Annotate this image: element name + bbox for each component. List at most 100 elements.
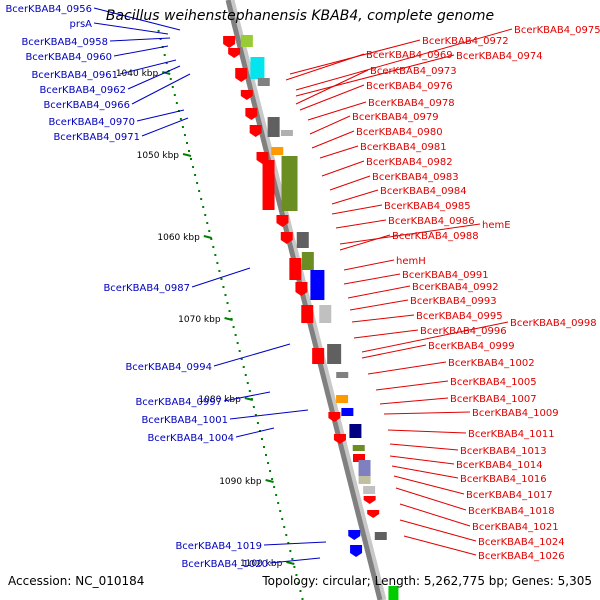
- right-BcerKBAB4_1013-leader: [389, 443, 459, 451]
- ruler-dot: [173, 94, 176, 96]
- right-BcerKBAB4_0991-label: BcerKBAB4_0991: [402, 270, 489, 281]
- ruler-tick: [286, 561, 295, 565]
- right-BcerKBAB4_1002-leader: [367, 361, 447, 375]
- ruler-dot: [262, 446, 265, 448]
- ruler-dot: [210, 238, 213, 240]
- left-prsA-label: prsA: [69, 19, 92, 30]
- right-BcerKBAB4_0998-leader: [361, 321, 509, 353]
- gene-1002-feature: [312, 348, 325, 364]
- ruler-dot: [185, 142, 188, 144]
- ruler-label: 1090 kbp: [219, 477, 262, 487]
- ruler-dot: [238, 350, 241, 352]
- right-BcerKBAB4_0978-leader: [307, 101, 367, 121]
- left-BcerKBAB4_0961-label: BcerKBAB4_0961: [31, 70, 118, 81]
- gene-0986-feature: [276, 215, 289, 227]
- ruler-dot: [159, 38, 162, 40]
- map-title: Bacillus weihenstephanensis KBAB4, compl…: [105, 8, 495, 24]
- right-BcerKBAB4_0985-label: BcerKBAB4_0985: [384, 201, 471, 212]
- hemE-feature: [280, 232, 293, 244]
- ruler-dot: [163, 54, 166, 56]
- ruler-dot: [289, 550, 292, 552]
- gene-0973-feature: [228, 48, 241, 58]
- ruler-dot: [275, 494, 278, 496]
- ruler-dot: [165, 62, 168, 64]
- right-BcerKBAB4_1007-label: BcerKBAB4_1007: [450, 394, 537, 405]
- right-BcerKBAB4_1024-leader: [399, 519, 477, 542]
- gene-1026-feature: [388, 586, 399, 600]
- ruler-dot: [265, 454, 268, 456]
- right-BcerKBAB4_0995-label: BcerKBAB4_0995: [416, 311, 503, 322]
- ruler-dot: [252, 406, 255, 408]
- ruler-label: 1080 kbp: [198, 395, 241, 405]
- ruler-dot: [240, 358, 243, 360]
- gene-0981b-feature: [280, 130, 293, 136]
- gene-0982-feature: [271, 147, 284, 155]
- ruler-dot: [226, 302, 229, 304]
- left-BcerKBAB4_0994-label: BcerKBAB4_0994: [125, 362, 212, 373]
- backbone-shadow: [229, 0, 387, 600]
- ruler-dot: [293, 566, 296, 568]
- right-hemH-leader: [343, 259, 395, 271]
- right-BcerKBAB4_0973-leader: [295, 69, 369, 105]
- right-BcerKBAB4_0991-leader: [343, 273, 401, 285]
- ruler-dot: [179, 118, 182, 120]
- right-BcerKBAB4_1005-leader: [375, 380, 449, 391]
- gene-0991-feature: [289, 258, 302, 280]
- gene-1020-feature: [350, 545, 363, 557]
- left-BcerKBAB4_0970-label: BcerKBAB4_0970: [48, 117, 135, 128]
- gene-1007-feature: [336, 395, 349, 403]
- right-BcerKBAB4_0981-leader: [319, 145, 359, 159]
- right-BcerKBAB4_1016-label: BcerKBAB4_1016: [460, 474, 547, 485]
- right-BcerKBAB4_1024-label: BcerKBAB4_1024: [478, 537, 565, 548]
- ruler-dot: [234, 334, 237, 336]
- left-BcerKBAB4_1019-leader: [263, 541, 327, 546]
- right-BcerKBAB4_0979-leader: [309, 115, 351, 135]
- ruler-dot: [214, 254, 217, 256]
- ruler-dot: [256, 422, 259, 424]
- backbone-line: [225, 0, 383, 600]
- right-BcerKBAB4_0981-label: BcerKBAB4_0981: [360, 142, 447, 153]
- right-BcerKBAB4_1011-label: BcerKBAB4_1011: [468, 429, 555, 440]
- ruler-dot: [295, 574, 298, 576]
- right-BcerKBAB4_0975-leader: [295, 28, 513, 91]
- right-BcerKBAB4_1011-leader: [387, 429, 467, 434]
- left-BcerKBAB4_1001-label: BcerKBAB4_1001: [141, 415, 228, 426]
- right-BcerKBAB4_0995-leader: [351, 314, 415, 323]
- gene-1011-feature: [328, 412, 341, 422]
- gene-0985-feature: [281, 156, 298, 211]
- ruler-dot: [222, 286, 225, 288]
- left-BcerKBAB4_1004-label: BcerKBAB4_1004: [147, 433, 234, 444]
- ruler-label: 1070 kbp: [178, 315, 221, 325]
- right-BcerKBAB4_0984-leader: [331, 189, 379, 205]
- left-BcerKBAB4_0966-leader: [131, 73, 191, 105]
- right-BcerKBAB4_0998-label: BcerKBAB4_0998: [510, 318, 597, 329]
- ruler-label: 1040 kbp: [116, 69, 159, 79]
- right-BcerKBAB4_0985-leader: [331, 204, 383, 215]
- ruler-dot: [297, 582, 300, 584]
- ruler-dot: [242, 366, 245, 368]
- ruler-dot: [190, 158, 193, 160]
- gene-1013-feature: [349, 424, 362, 438]
- right-BcerKBAB4_1002-label: BcerKBAB4_1002: [448, 358, 535, 369]
- right-BcerKBAB4_1009-leader: [383, 411, 471, 415]
- gene-1021b-feature: [367, 510, 380, 518]
- right-BcerKBAB4_1007-leader: [379, 397, 449, 405]
- left-BcerKBAB4_0994-leader: [213, 343, 291, 367]
- gene-1018b-feature: [363, 486, 376, 494]
- left-BcerKBAB4_0966-label: BcerKBAB4_0966: [43, 100, 130, 111]
- right-BcerKBAB4_0974-label: BcerKBAB4_0974: [456, 51, 543, 62]
- ruler-dot: [224, 294, 227, 296]
- genome-summary-text: Topology: circular; Length: 5,262,775 bp…: [262, 574, 592, 588]
- gene-0976-feature: [235, 68, 248, 82]
- right-BcerKBAB4_0992-label: BcerKBAB4_0992: [412, 282, 499, 293]
- ruler-dot: [208, 230, 211, 232]
- gene-0988-feature: [296, 232, 309, 248]
- gene-0976b-feature: [257, 78, 270, 86]
- right-BcerKBAB4_1017-leader: [393, 475, 465, 495]
- right-BcerKBAB4_0978-label: BcerKBAB4_0978: [368, 98, 455, 109]
- right-BcerKBAB4_1021-leader: [399, 503, 471, 527]
- right-BcerKBAB4_0979-label: BcerKBAB4_0979: [352, 112, 439, 123]
- right-BcerKBAB4_0982-leader: [321, 160, 365, 177]
- ruler-tick: [161, 71, 171, 75]
